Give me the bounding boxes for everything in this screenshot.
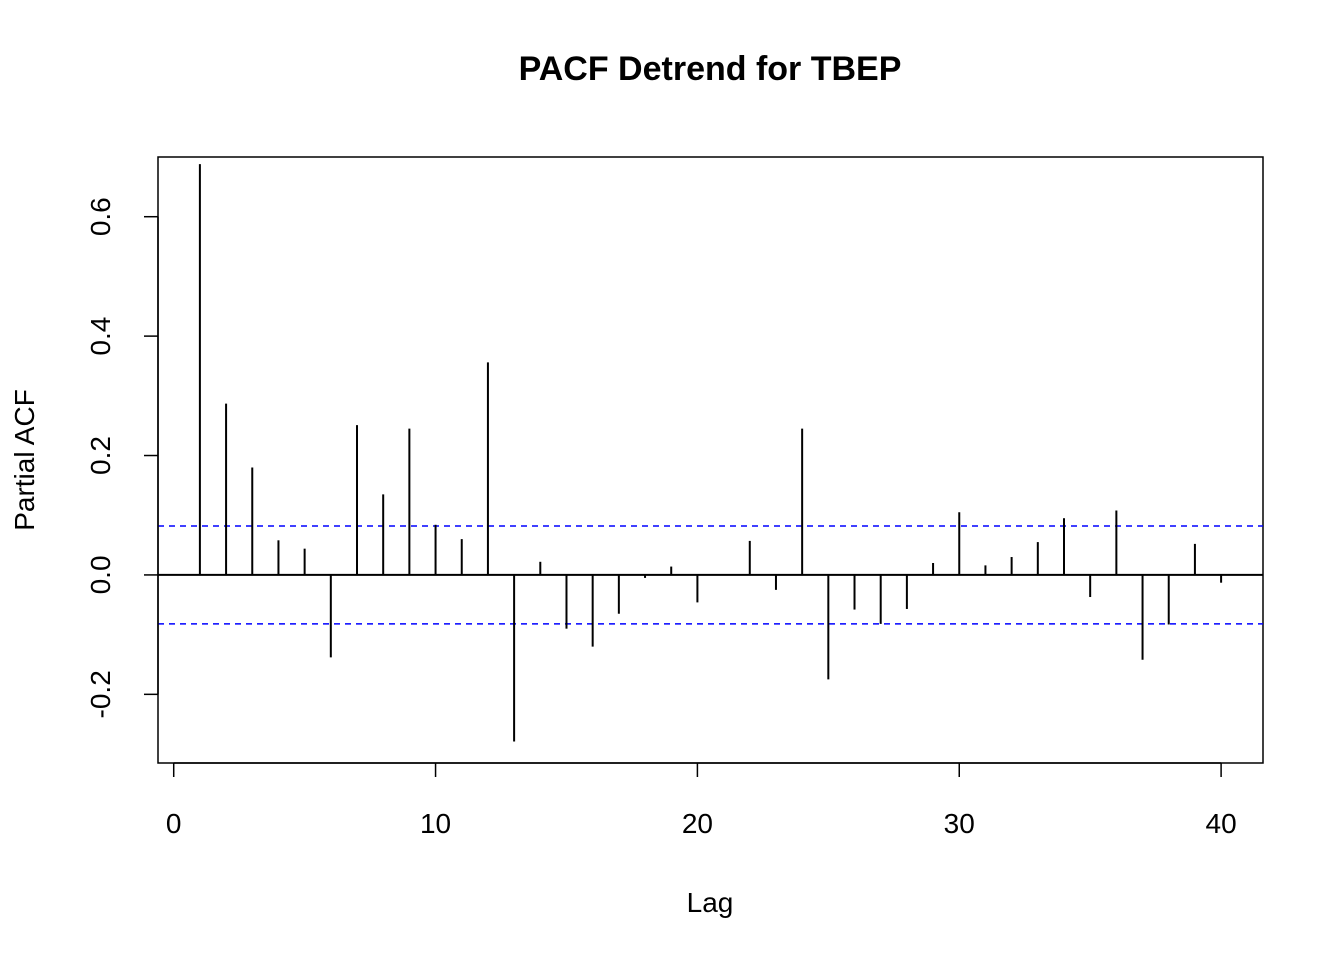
x-tick-label: 20 — [682, 808, 713, 839]
x-tick-label: 0 — [166, 808, 182, 839]
y-tick-label: 0.2 — [85, 436, 116, 475]
x-tick-label: 30 — [944, 808, 975, 839]
pacf-bars — [198, 164, 1223, 742]
x-axis: 0 10 20 30 40 — [166, 762, 1237, 839]
confidence-bounds — [158, 525, 1263, 625]
y-axis: -0.2 0.0 0.2 0.4 0.6 — [85, 197, 159, 718]
chart-title: PACF Detrend for TBEP — [519, 50, 902, 88]
x-tick-label: 10 — [420, 808, 451, 839]
y-tick-label: 0.0 — [85, 555, 116, 594]
x-tick-label: 40 — [1206, 808, 1237, 839]
y-tick-label: 0.4 — [85, 317, 116, 356]
plot-frame — [157, 156, 1264, 764]
y-axis-label: Partial ACF — [9, 389, 40, 531]
y-tick-label: -0.2 — [85, 670, 116, 718]
y-tick-label: 0.6 — [85, 197, 116, 236]
x-axis-label: Lag — [687, 887, 734, 918]
